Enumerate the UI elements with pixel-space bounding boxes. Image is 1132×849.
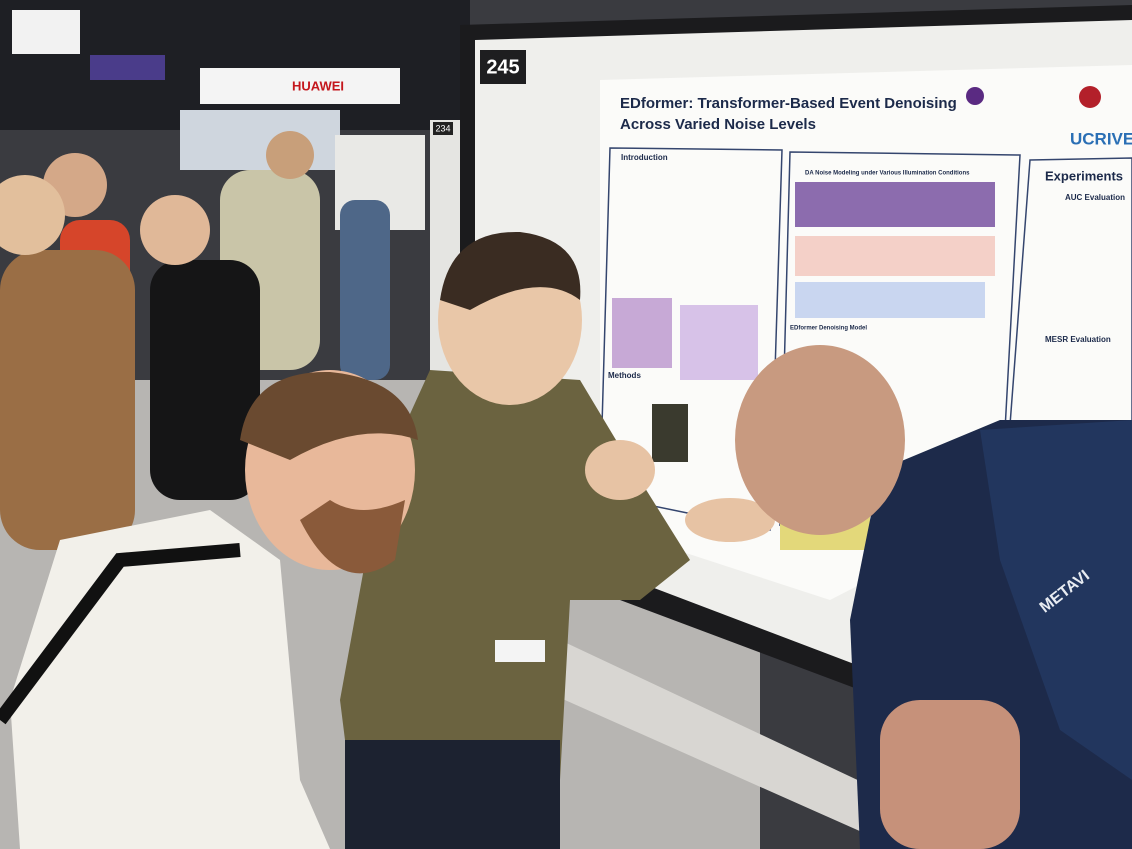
poster-title: EDformer: Transformer-Based Event Denois… <box>620 95 957 112</box>
arm <box>880 700 1020 849</box>
floor-line <box>520 640 900 849</box>
histogram-row <box>795 282 985 318</box>
booth-back <box>180 110 340 170</box>
hand <box>585 440 655 500</box>
backpack <box>980 420 1132 780</box>
histogram-row <box>795 236 995 276</box>
purple-sign <box>90 55 165 80</box>
head <box>735 345 905 535</box>
section-heading: MESR Evaluation <box>1045 335 1111 344</box>
huawei-sign <box>200 68 400 104</box>
badge <box>495 640 545 662</box>
booth-number: 234 <box>435 123 450 133</box>
experiments-box <box>1009 157 1132 441</box>
person-trousers <box>345 740 560 849</box>
booth-number: 245 <box>486 56 519 78</box>
nju-logo <box>966 87 984 105</box>
section-heading: Experiments <box>1045 168 1123 183</box>
figure <box>680 305 758 380</box>
head <box>140 195 210 265</box>
section-heading: Methods <box>608 371 641 380</box>
head <box>266 131 314 179</box>
section-heading: EDformer Denoising Model <box>790 326 867 332</box>
histogram-row <box>795 182 995 227</box>
ucr-logo: UCRIVE <box>1070 129 1132 148</box>
hand <box>685 498 775 542</box>
figure <box>612 298 672 368</box>
pku-logo <box>1079 86 1101 108</box>
hanging-sign <box>12 10 80 54</box>
poster-title: Across Varied Noise Levels <box>620 116 816 133</box>
section-heading: AUC Evaluation <box>1065 193 1125 202</box>
section-heading: Introduction <box>621 153 668 162</box>
hair <box>440 231 581 310</box>
bag-strap <box>0 543 241 725</box>
beard <box>300 500 405 574</box>
figure <box>652 404 688 462</box>
booth-tag-245 <box>480 50 526 84</box>
booth-tag-234 <box>433 122 453 135</box>
head <box>0 175 65 255</box>
sponsor-text: HUAWEI <box>292 78 344 93</box>
person <box>0 250 135 550</box>
hair <box>240 371 418 460</box>
person <box>340 200 390 380</box>
section-heading: DA Noise Modeling under Various Illumina… <box>805 171 970 177</box>
person <box>150 260 260 500</box>
